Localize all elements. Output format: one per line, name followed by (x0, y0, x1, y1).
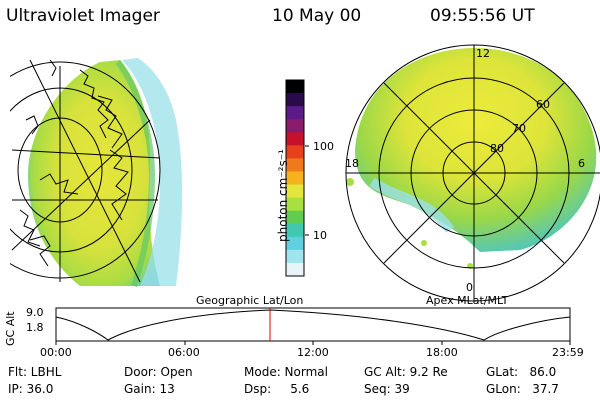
geographic-image (10, 58, 183, 287)
status-seq: Seq: 39 (364, 382, 410, 396)
colorbar-segment (286, 119, 304, 133)
timeline-xtick-1200: 12:00 (297, 346, 329, 359)
status-dsp: Dsp: 5.6 (244, 382, 310, 396)
colorbar-label: photon cm⁻²s⁻¹ (276, 149, 290, 242)
timeline-plot (55, 307, 571, 345)
timeline-ytick-1-8: 1.8 (26, 321, 44, 334)
colorbar-segment (286, 262, 304, 277)
colorbar-segment (286, 80, 304, 94)
colorbar-segment (286, 158, 304, 172)
timeline-ylabel: GC Alt (4, 311, 17, 346)
colorbar-frame (285, 79, 305, 277)
status-gc-alt: GC Alt: 9.2 Re (364, 365, 448, 379)
color-bar (285, 79, 305, 277)
apex-caption: Apex MLat/MLT (426, 294, 509, 307)
colorbar-segment (286, 93, 304, 107)
apex-image (345, 44, 600, 302)
colorbar-segment (286, 184, 304, 199)
timeline-ytick-9: 9.0 (26, 306, 44, 319)
colorbar-segment (286, 223, 304, 238)
mlat-label-60: 60 (536, 98, 550, 111)
status-flt: Flt: LBHL (8, 365, 62, 379)
date-label: 10 May 00 (272, 6, 362, 26)
status-mode: Mode: Normal (244, 365, 328, 379)
colorbar-tick-100: 100 (313, 140, 334, 153)
mlat-label-70: 70 (512, 122, 526, 135)
colorbar-segment (286, 106, 304, 120)
colorbar-segment (286, 249, 304, 264)
status-ip: IP: 36.0 (8, 382, 54, 396)
status-door: Door: Open (124, 365, 193, 379)
colorbar-tick-10: 10 (313, 229, 327, 242)
mlt-label-6: 6 (578, 157, 585, 170)
time-label: 09:55:56 UT (430, 6, 535, 26)
geographic-caption: Geographic Lat/Lon (196, 294, 304, 307)
colorbar-segment (286, 197, 304, 212)
colorbar-segment (286, 132, 304, 146)
colorbar-segment (286, 236, 304, 251)
colorbar-segment (286, 145, 304, 159)
instrument-title: Ultraviolet Imager (6, 6, 160, 26)
timeline-xtick-0600: 06:00 (168, 346, 200, 359)
timeline-xtick-1800: 18:00 (426, 346, 458, 359)
timeline-xtick-2359: 23:59 (552, 346, 584, 359)
timeline-xtick-0000: 00:00 (40, 346, 72, 359)
colorbar-segment (286, 171, 304, 186)
mlt-label-18: 18 (345, 157, 359, 170)
status-glat: GLat: 86.0 (486, 365, 557, 379)
status-glon: GLon: 37.7 (486, 382, 559, 396)
status-gain: Gain: 13 (124, 382, 175, 396)
colorbar-segment (286, 210, 304, 225)
mlt-label-0: 0 (466, 281, 473, 294)
mlt-label-12: 12 (476, 47, 490, 60)
mlat-label-80: 80 (490, 142, 504, 155)
